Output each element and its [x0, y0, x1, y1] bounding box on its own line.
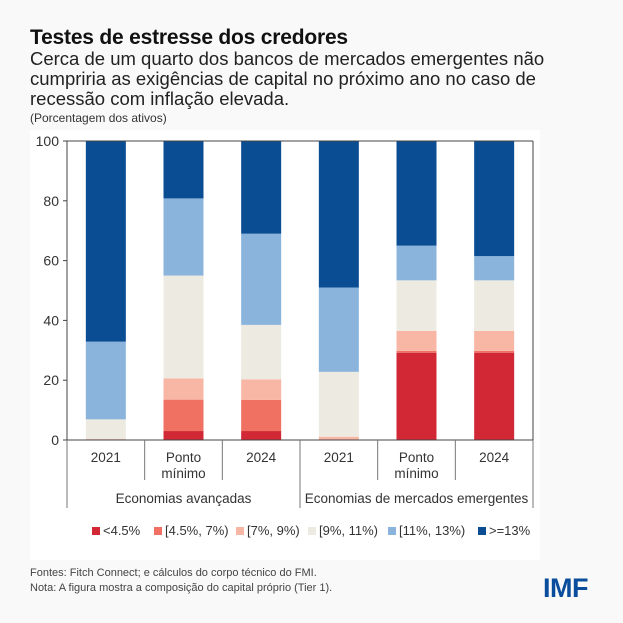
imf-logo: IMF: [543, 573, 589, 603]
bar-segment: [474, 256, 515, 281]
y-tick-label: 40: [43, 312, 59, 328]
bar-segment: [318, 436, 359, 440]
category-label: Ponto: [399, 450, 434, 465]
legend-label: <4.5%: [103, 523, 141, 538]
bar-segment: [163, 399, 204, 432]
category-label: mínimo: [161, 466, 205, 481]
bar-segment: [474, 280, 515, 331]
legend-swatch: [92, 527, 100, 535]
group-label: Economias de mercados emergentes: [305, 491, 529, 506]
y-tick-label: 0: [51, 432, 59, 448]
note-text: Nota: A figura mostra a composição do ca…: [30, 582, 333, 594]
bar-segment: [318, 371, 359, 437]
category-label: 2024: [246, 450, 277, 465]
bar-segment: [396, 141, 437, 246]
unit-label: (Porcentagem dos ativos): [30, 111, 167, 125]
bar-segment: [474, 330, 515, 351]
category-label: 2024: [479, 450, 510, 465]
bar-segment: [85, 341, 126, 420]
bar-segment: [318, 141, 359, 288]
y-tick-label: 100: [36, 133, 60, 149]
legend-swatch: [388, 527, 396, 535]
y-tick-label: 20: [43, 372, 59, 388]
bar-segment: [163, 198, 204, 276]
bar-segment: [241, 379, 282, 400]
bar-segment: [396, 352, 437, 440]
bar-segment: [85, 141, 126, 342]
bar-segment: [474, 352, 515, 440]
bar-segment: [163, 378, 204, 400]
chart-subtitle: Cerca de um quarto dos bancos de mercado…: [30, 48, 545, 109]
sources-text: Fontes: Fitch Connect; e cálculos do cor…: [30, 567, 317, 579]
legend-swatch: [154, 527, 162, 535]
chart-title: Testes de estresse dos credores: [30, 26, 348, 49]
bar-segment: [85, 419, 126, 440]
legend-label: [9%, 11%): [319, 523, 378, 538]
bar-segment: [163, 431, 204, 440]
y-tick-label: 80: [43, 193, 59, 209]
bar-segment: [396, 330, 437, 351]
category-label: mínimo: [394, 466, 438, 481]
legend-swatch: [478, 527, 486, 535]
y-tick-label: 60: [43, 253, 59, 269]
bar-segment: [241, 233, 282, 325]
legend-label: [11%, 13%): [399, 523, 465, 538]
group-label: Economias avançadas: [116, 491, 252, 506]
category-label: 2021: [324, 450, 354, 465]
bar-segment: [163, 141, 204, 199]
bar-segment: [241, 431, 282, 440]
category-label: 2021: [91, 450, 121, 465]
bar-segment: [241, 399, 282, 432]
bar-segment: [241, 324, 282, 380]
bar-segment: [396, 245, 437, 281]
legend-swatch: [236, 527, 244, 535]
bar-segment: [241, 141, 282, 234]
category-label: Ponto: [166, 450, 201, 465]
bar-segment: [474, 350, 515, 353]
legend-label: [4.5%, 7%): [165, 523, 229, 538]
bar-segment: [163, 275, 204, 379]
legend-label: >=13%: [489, 523, 531, 538]
legend-swatch: [308, 527, 316, 535]
footer-notes: Fontes: Fitch Connect; e cálculos do cor…: [30, 566, 332, 596]
bar-segment: [474, 141, 515, 257]
bar-segment: [318, 287, 359, 372]
bar-segment: [396, 350, 437, 353]
legend-label: [7%, 9%): [247, 523, 300, 538]
bar-segment: [396, 280, 437, 331]
